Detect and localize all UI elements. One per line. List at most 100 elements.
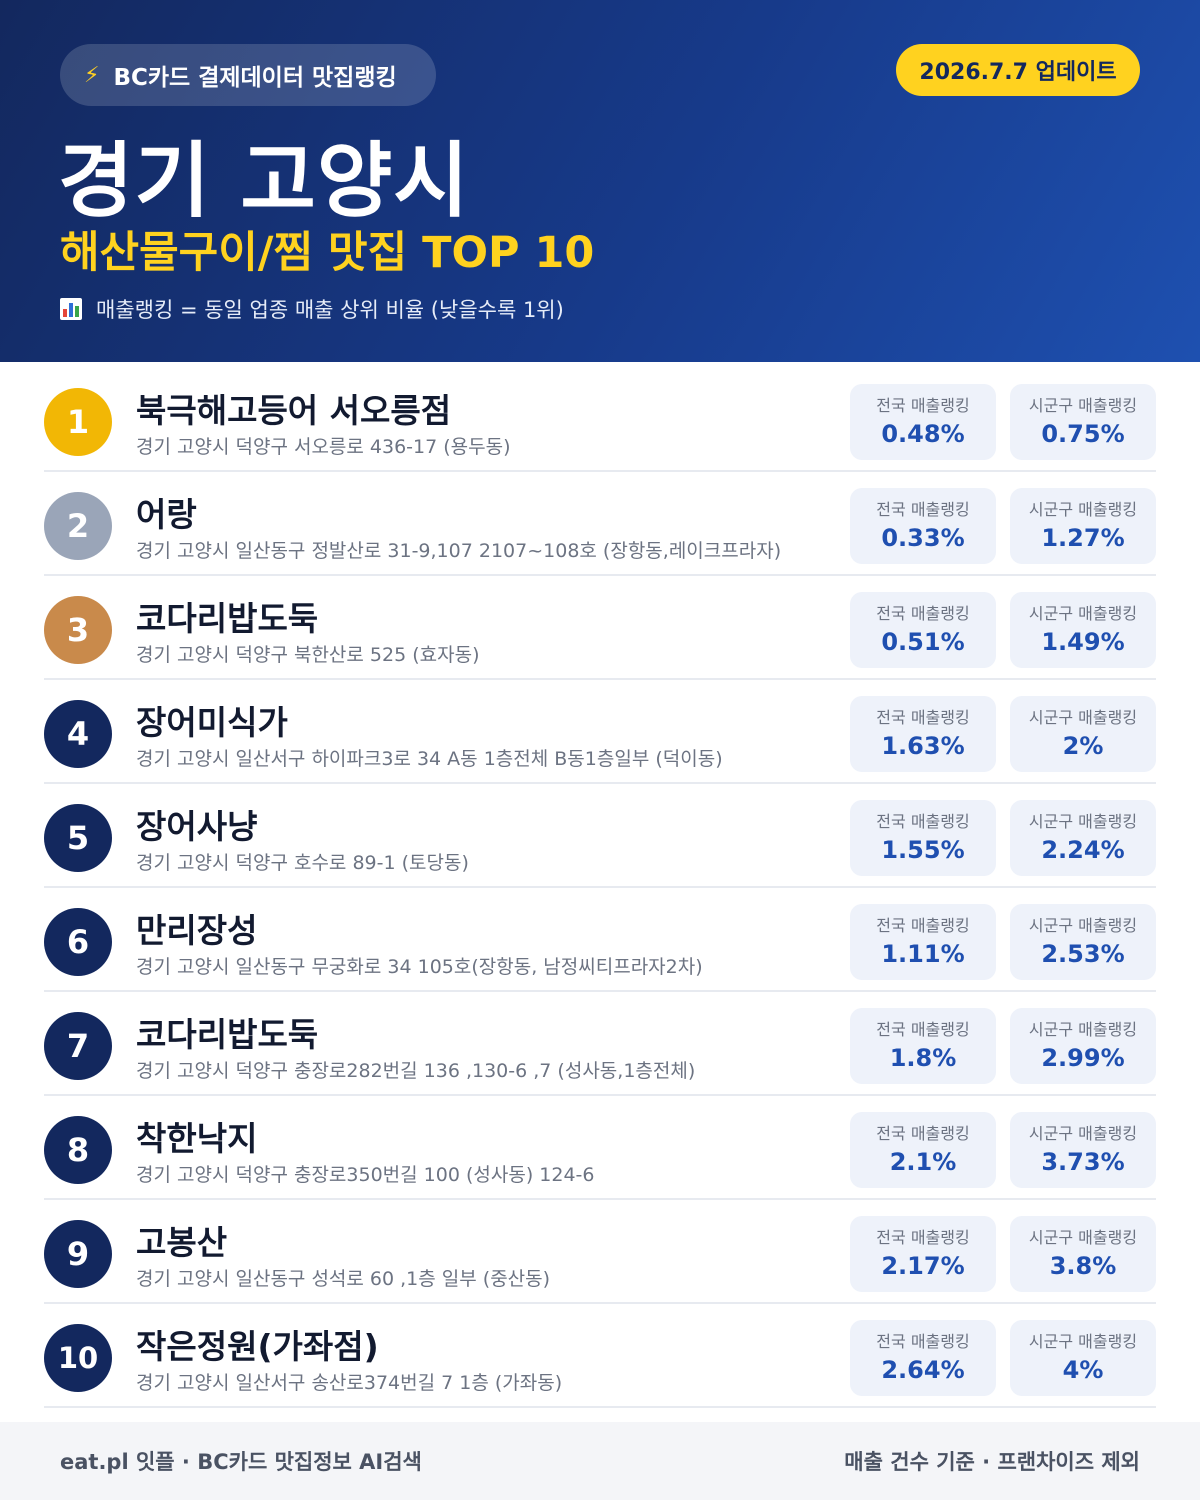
rank-badge: 6 <box>44 908 112 976</box>
national-ranking-card: 전국 매출랭킹 0.51% <box>850 592 996 668</box>
district-ranking-card: 시군구 매출랭킹 3.8% <box>1010 1216 1156 1292</box>
national-ranking-card: 전국 매출랭킹 0.48% <box>850 384 996 460</box>
national-ranking-value: 1.63% <box>881 732 965 760</box>
rank-badge: 10 <box>44 1324 112 1392</box>
restaurant-name[interactable]: 코다리밥도둑 <box>136 1015 319 1054</box>
restaurant-name[interactable]: 고봉산 <box>136 1223 228 1262</box>
restaurant-address: 경기 고양시 일산동구 성석로 60 ,1층 일부 (중산동) <box>136 1268 551 1290</box>
district-ranking-label: 시군구 매출랭킹 <box>1028 604 1138 623</box>
national-ranking-card: 전국 매출랭킹 2.64% <box>850 1320 996 1396</box>
national-ranking-label: 전국 매출랭킹 <box>876 916 970 935</box>
national-ranking-value: 0.51% <box>881 628 965 656</box>
district-ranking-value: 3.73% <box>1041 1148 1125 1176</box>
rank-badge: 8 <box>44 1116 112 1184</box>
rank-badge: 3 <box>44 596 112 664</box>
restaurant-address: 경기 고양시 덕양구 충장로350번길 100 (성사동) 124-6 <box>136 1164 595 1186</box>
district-ranking-label: 시군구 매출랭킹 <box>1028 1124 1138 1143</box>
restaurant-name[interactable]: 만리장성 <box>136 911 258 950</box>
district-ranking-card: 시군구 매출랭킹 2.24% <box>1010 800 1156 876</box>
district-ranking-card: 시군구 매출랭킹 2.99% <box>1010 1008 1156 1084</box>
district-ranking-card: 시군구 매출랭킹 1.49% <box>1010 592 1156 668</box>
lightning-icon: ⚡ <box>84 62 100 88</box>
rank-badge: 4 <box>44 700 112 768</box>
national-ranking-label: 전국 매출랭킹 <box>876 1124 970 1143</box>
source-label: BC카드 결제데이터 맛집랭킹 <box>113 65 397 91</box>
restaurant-name[interactable]: 장어미식가 <box>136 703 288 742</box>
district-ranking-card: 시군구 매출랭킹 3.73% <box>1010 1112 1156 1188</box>
rank-badge: 5 <box>44 804 112 872</box>
national-ranking-value: 0.48% <box>881 420 965 448</box>
district-ranking-card: 시군구 매출랭킹 1.27% <box>1010 488 1156 564</box>
category-title: 해산물구이/찜 맛집 TOP 10 <box>60 228 595 278</box>
restaurant-name[interactable]: 북극해고등어 서오릉점 <box>136 391 452 430</box>
restaurant-name[interactable]: 장어사냥 <box>136 807 258 846</box>
district-ranking-value: 0.75% <box>1041 420 1125 448</box>
rank-badge: 2 <box>44 492 112 560</box>
district-ranking-card: 시군구 매출랭킹 2.53% <box>1010 904 1156 980</box>
national-ranking-value: 1.55% <box>881 836 965 864</box>
national-ranking-label: 전국 매출랭킹 <box>876 1332 970 1351</box>
national-ranking-card: 전국 매출랭킹 1.11% <box>850 904 996 980</box>
restaurant-name[interactable]: 어랑 <box>136 495 197 534</box>
national-ranking-card: 전국 매출랭킹 1.55% <box>850 800 996 876</box>
district-ranking-label: 시군구 매출랭킹 <box>1028 500 1138 519</box>
national-ranking-value: 2.64% <box>881 1356 965 1384</box>
district-ranking-label: 시군구 매출랭킹 <box>1028 396 1138 415</box>
district-ranking-label: 시군구 매출랭킹 <box>1028 1332 1138 1351</box>
national-ranking-value: 1.11% <box>881 940 965 968</box>
national-ranking-card: 전국 매출랭킹 1.8% <box>850 1008 996 1084</box>
district-ranking-label: 시군구 매출랭킹 <box>1028 1228 1138 1247</box>
national-ranking-label: 전국 매출랭킹 <box>876 1228 970 1247</box>
page-title: 경기 고양시 <box>58 134 470 229</box>
national-ranking-label: 전국 매출랭킹 <box>876 708 970 727</box>
restaurant-name[interactable]: 작은정원(가좌점) <box>136 1327 379 1366</box>
rank-badge: 1 <box>44 388 112 456</box>
national-ranking-value: 2.17% <box>881 1252 965 1280</box>
district-ranking-label: 시군구 매출랭킹 <box>1028 708 1138 727</box>
footer-note: 매출 건수 기준 · 프랜차이즈 제외 <box>844 1450 1140 1474</box>
source-badge: ⚡ BC카드 결제데이터 맛집랭킹 <box>60 44 436 106</box>
restaurant-address: 경기 고양시 일산서구 송산로374번길 7 1층 (가좌동) <box>136 1372 563 1394</box>
bar-chart-icon <box>60 298 82 320</box>
district-ranking-value: 4% <box>1062 1356 1104 1384</box>
rank-badge: 9 <box>44 1220 112 1288</box>
footer: eat.pl 잇플 · BC카드 맛집정보 AI검색 매출 건수 기준 · 프랜… <box>0 1422 1200 1500</box>
national-ranking-value: 2.1% <box>889 1148 957 1176</box>
district-ranking-value: 2.53% <box>1041 940 1125 968</box>
district-ranking-label: 시군구 매출랭킹 <box>1028 1020 1138 1039</box>
update-badge: 2026.7.7 업데이트 <box>896 44 1140 96</box>
restaurant-address: 경기 고양시 일산서구 하이파크3로 34 A동 1층전체 B동1층일부 (덕이… <box>136 748 723 770</box>
district-ranking-value: 2% <box>1062 732 1104 760</box>
national-ranking-value: 0.33% <box>881 524 965 552</box>
restaurant-name[interactable]: 착한낙지 <box>136 1119 258 1158</box>
national-ranking-card: 전국 매출랭킹 0.33% <box>850 488 996 564</box>
restaurant-address: 경기 고양시 덕양구 충장로282번길 136 ,130-6 ,7 (성사동,1… <box>136 1060 696 1082</box>
restaurant-address: 경기 고양시 일산동구 정발산로 31-9,107 2107~108호 (장항동… <box>136 540 782 562</box>
national-ranking-label: 전국 매출랭킹 <box>876 604 970 623</box>
restaurant-address: 경기 고양시 일산동구 무궁화로 34 105호(장항동, 남정씨티프라자2차) <box>136 956 703 978</box>
district-ranking-value: 1.27% <box>1041 524 1125 552</box>
footer-brand: eat.pl 잇플 · BC카드 맛집정보 AI검색 <box>60 1450 422 1474</box>
national-ranking-label: 전국 매출랭킹 <box>876 396 970 415</box>
district-ranking-card: 시군구 매출랭킹 4% <box>1010 1320 1156 1396</box>
restaurant-address: 경기 고양시 덕양구 호수로 89-1 (토당동) <box>136 852 469 874</box>
restaurant-name[interactable]: 코다리밥도둑 <box>136 599 319 638</box>
district-ranking-label: 시군구 매출랭킹 <box>1028 916 1138 935</box>
district-ranking-label: 시군구 매출랭킹 <box>1028 812 1138 831</box>
national-ranking-label: 전국 매출랭킹 <box>876 812 970 831</box>
restaurant-address: 경기 고양시 덕양구 북한산로 525 (효자동) <box>136 644 480 666</box>
district-ranking-card: 시군구 매출랭킹 2% <box>1010 696 1156 772</box>
rank-badge: 7 <box>44 1012 112 1080</box>
restaurant-address: 경기 고양시 덕양구 서오릉로 436-17 (용두동) <box>136 436 511 458</box>
list-item[interactable]: 10 작은정원(가좌점) 경기 고양시 일산서구 송산로374번길 7 1층 (가좌… <box>44 1304 1156 1408</box>
